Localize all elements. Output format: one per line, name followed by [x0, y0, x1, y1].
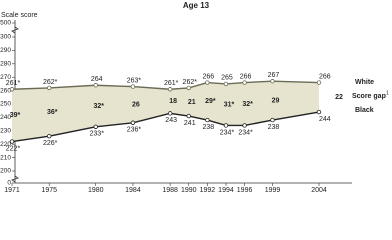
gap-label: 26 — [132, 102, 140, 109]
point — [316, 109, 322, 115]
data-label: 222* — [6, 145, 21, 152]
x-tick-label: 1999 — [265, 187, 281, 194]
data-label: 262* — [183, 79, 198, 86]
data-label: 233* — [90, 131, 105, 138]
gap-label: 29* — [205, 98, 216, 105]
data-label: 266 — [240, 73, 252, 80]
chart-title: Age 13 — [183, 1, 210, 10]
chart: Age 13 Scale score 0 200 210 220 230 240 250 26… — [0, 1, 389, 194]
point — [223, 81, 229, 87]
point — [186, 113, 191, 119]
x-tick-label: 1980 — [88, 187, 104, 194]
x-tick-label: 1990 — [181, 187, 197, 194]
point — [167, 87, 173, 92]
data-label: 261* — [6, 80, 21, 87]
gap-label: 39* — [10, 112, 21, 119]
y-tick-label: 230 — [0, 128, 11, 135]
data-label: 241 — [184, 120, 196, 127]
y-tick-label: 500 — [0, 20, 11, 27]
gap-label: 32* — [242, 101, 253, 108]
point — [93, 83, 98, 88]
point — [205, 117, 210, 123]
y-tick-label: 270 — [0, 74, 11, 81]
gap-label: 21 — [188, 99, 196, 106]
x-tick-label: 1992 — [200, 187, 216, 194]
y-tick-label: 290 — [0, 47, 11, 54]
y-tick-label: 200 — [0, 168, 11, 175]
legend-label: White — [355, 79, 374, 86]
data-label: 266 — [319, 73, 331, 80]
data-label: 234* — [220, 129, 235, 136]
data-label: 238 — [203, 124, 215, 131]
gap-label: 32* — [93, 103, 104, 110]
point — [186, 85, 191, 91]
y-tick-label: 300 — [0, 34, 11, 41]
y-tick-label: 0 — [7, 180, 11, 187]
data-label: 238 — [268, 124, 280, 131]
point — [9, 87, 15, 92]
gap-label: 31* — [224, 102, 235, 109]
gap-label: 22 — [335, 94, 343, 101]
y-tick-label: 280 — [0, 61, 11, 68]
point — [242, 80, 247, 85]
legend-label: Black — [355, 107, 374, 114]
point — [270, 117, 275, 123]
point — [47, 85, 52, 91]
x-tick-label: 1988 — [162, 187, 178, 194]
point — [270, 79, 275, 84]
data-label: 263* — [127, 77, 142, 84]
y-tick-label: 210 — [0, 154, 11, 161]
data-label: 243 — [165, 117, 177, 124]
point — [130, 84, 136, 89]
data-label: 262* — [43, 79, 58, 86]
point — [47, 133, 52, 139]
y-tick-label: 260 — [0, 87, 11, 94]
gap-label: 36* — [47, 109, 58, 116]
data-label: 265 — [221, 75, 233, 82]
data-label: 264 — [91, 76, 103, 83]
gap-footnote: 1 — [386, 90, 389, 96]
data-label: 244 — [319, 116, 331, 123]
gap-area — [12, 81, 319, 142]
point — [242, 123, 247, 128]
data-label: 236* — [127, 127, 142, 134]
data-label: 234* — [238, 129, 253, 136]
point — [167, 111, 173, 116]
y-tick-label: 220 — [0, 141, 11, 148]
gap-label: 18 — [169, 98, 177, 105]
gap-label: 29 — [272, 97, 280, 104]
x-tick-label: 2004 — [311, 187, 327, 194]
point — [130, 120, 136, 125]
x-tick-label: 1971 — [4, 187, 20, 194]
data-label: 266 — [203, 73, 215, 80]
point — [316, 80, 322, 85]
x-tick-label: 1975 — [41, 187, 57, 194]
y-tick-label: 240 — [0, 114, 11, 121]
point — [93, 124, 98, 129]
y-tick-label: 250 — [0, 101, 11, 108]
point — [223, 123, 229, 128]
point — [9, 139, 15, 144]
y-axis-label: Scale score — [1, 12, 38, 19]
x-tick-label: 1996 — [237, 187, 253, 194]
data-label: 267 — [268, 72, 280, 79]
gap-legend: Score gap — [352, 93, 386, 100]
data-label: 261* — [164, 80, 179, 87]
x-tick-label: 1994 — [218, 187, 234, 194]
x-tick-label: 1984 — [125, 187, 141, 194]
point — [205, 80, 210, 85]
data-label: 226* — [43, 140, 58, 147]
